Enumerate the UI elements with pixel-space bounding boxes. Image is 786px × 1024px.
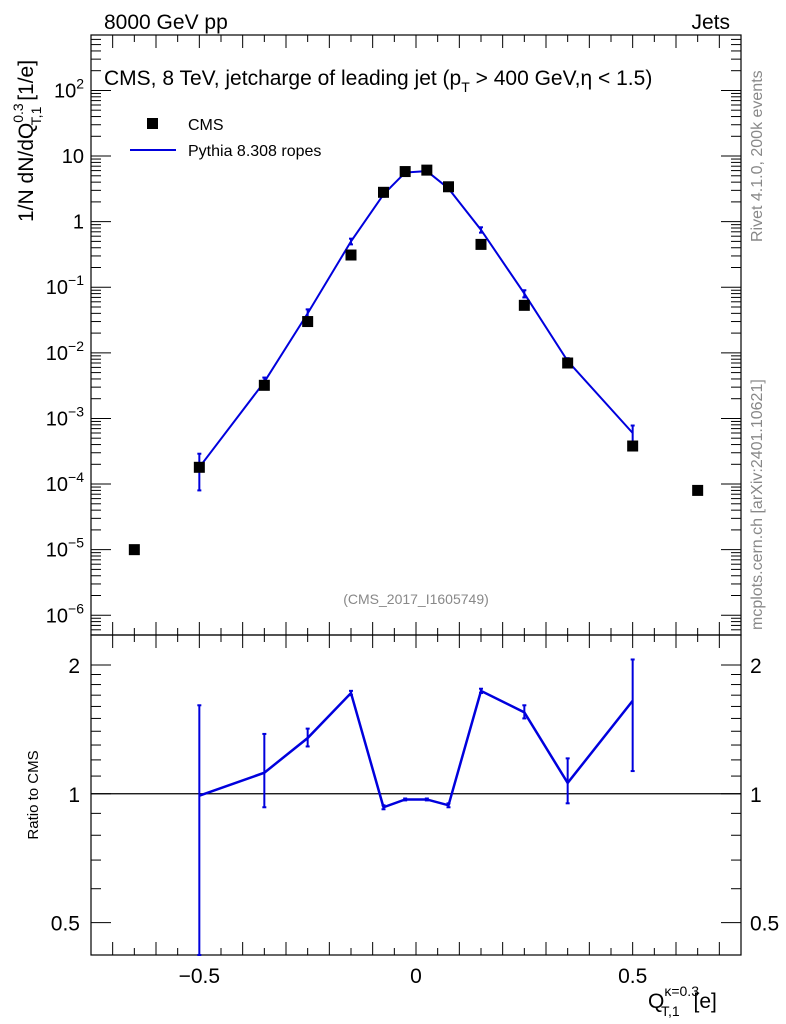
pythia-line — [198, 170, 634, 468]
cms-data-point — [443, 181, 454, 193]
ratio-line — [198, 689, 634, 809]
plot-title-a: CMS, 8 TeV, jetcharge of leading jet (p — [104, 67, 461, 90]
y-tick-mantissa: 10 — [54, 80, 76, 102]
rivet-label: Rivet 4.1.0, 200k events — [749, 70, 766, 242]
y-tick-label: 10−2 — [46, 338, 84, 365]
ratio-y-tick-label-right: 2 — [750, 655, 762, 678]
ratio-y-tick-label-left: 2 — [68, 655, 80, 678]
xlabel: Qκ=0.3 T,1 [e] — [648, 983, 717, 1019]
plot-title-sub: T — [461, 79, 470, 95]
y-tick-mantissa: 10 — [46, 277, 68, 299]
y-tick-label: 10−4 — [46, 469, 84, 496]
cms-data-point — [302, 316, 314, 328]
header-right: Jets — [691, 11, 730, 34]
cms-data-point — [692, 484, 704, 496]
legend-pythia-label: Pythia 8.308 ropes — [188, 143, 321, 160]
ratio-y-tick-label-left: 0.5 — [51, 913, 80, 936]
plot-title: CMS, 8 TeV, jetcharge of leading jet (pT… — [104, 67, 652, 95]
y-tick-label: 10−1 — [46, 272, 84, 299]
mcplots-label: mcplots.cern.ch [arXiv:2401.10621] — [749, 379, 766, 630]
main-ylabel-sup: 0.3 — [10, 103, 26, 123]
main-ylabel-sub: T,1 — [28, 106, 44, 125]
cms-data-point — [128, 544, 140, 556]
cms-data-point — [258, 379, 270, 391]
y-tick-label: 10 — [62, 146, 84, 168]
ratio-y-tick-label-right: 0.5 — [750, 913, 779, 936]
legend-cms-marker — [147, 118, 158, 129]
ratio-y-tick-label-right: 1 — [750, 784, 762, 807]
cms-data-point — [378, 186, 389, 198]
y-tick-mantissa: 10 — [46, 408, 68, 430]
y-tick-label: 1 — [73, 212, 84, 234]
y-tick-label: 10−3 — [46, 403, 84, 430]
cms-data-point — [399, 166, 411, 178]
y-tick-mantissa: 10 — [46, 474, 68, 496]
y-tick-exponent: −3 — [68, 403, 84, 419]
y-tick-mantissa: 10 — [46, 540, 68, 562]
x-tick-label: 0.5 — [618, 965, 647, 988]
xlabel-sup: κ=0.3 — [664, 983, 699, 999]
y-tick-mantissa: 1 — [73, 212, 84, 234]
y-tick-exponent: −1 — [68, 272, 84, 288]
plot-title-b: > 400 GeV,η < 1.5) — [470, 67, 653, 90]
xlabel-b: [e] — [688, 990, 717, 1013]
y-tick-label: 10−5 — [46, 535, 84, 562]
main-ylabel: 1/N dN/dQ0.3 T,1 [1/e] — [10, 60, 44, 222]
x-tick-label: 0 — [410, 965, 422, 988]
cms-data-point — [421, 164, 433, 176]
analysis-watermark: (CMS_2017_I1605749) — [343, 591, 489, 607]
ratio-ylabel: Ratio to CMS — [25, 750, 42, 839]
cms-data-point — [475, 238, 487, 250]
y-tick-exponent: 2 — [76, 75, 84, 91]
xlabel-sub: T,1 — [661, 1003, 680, 1019]
x-tick-label: −0.5 — [179, 965, 220, 988]
cms-data-point — [193, 461, 205, 473]
cms-data-point — [518, 299, 530, 311]
cms-data-point — [627, 440, 639, 452]
main-ylabel-b: [1/e] — [15, 60, 38, 107]
ratio-plot-frame — [90, 634, 742, 956]
y-tick-exponent: −2 — [68, 338, 84, 354]
header-left: 8000 GeV pp — [104, 11, 228, 34]
cms-data-point — [562, 357, 574, 369]
ratio-y-tick-label-left: 1 — [68, 784, 80, 807]
y-tick-mantissa: 10 — [46, 605, 68, 627]
y-tick-label: 102 — [54, 75, 84, 102]
y-tick-exponent: −5 — [68, 535, 84, 551]
y-tick-exponent: −6 — [68, 600, 84, 616]
xlabel-a: Q — [648, 990, 664, 1013]
y-tick-label: 10−6 — [46, 600, 84, 627]
y-tick-mantissa: 10 — [46, 343, 68, 365]
legend-cms-label: CMS — [188, 117, 224, 134]
main-ylabel-a: 1/N dN/dQ — [15, 123, 38, 222]
cms-data-point — [345, 249, 357, 261]
y-tick-mantissa: 10 — [62, 146, 84, 168]
y-tick-exponent: −4 — [68, 469, 84, 485]
